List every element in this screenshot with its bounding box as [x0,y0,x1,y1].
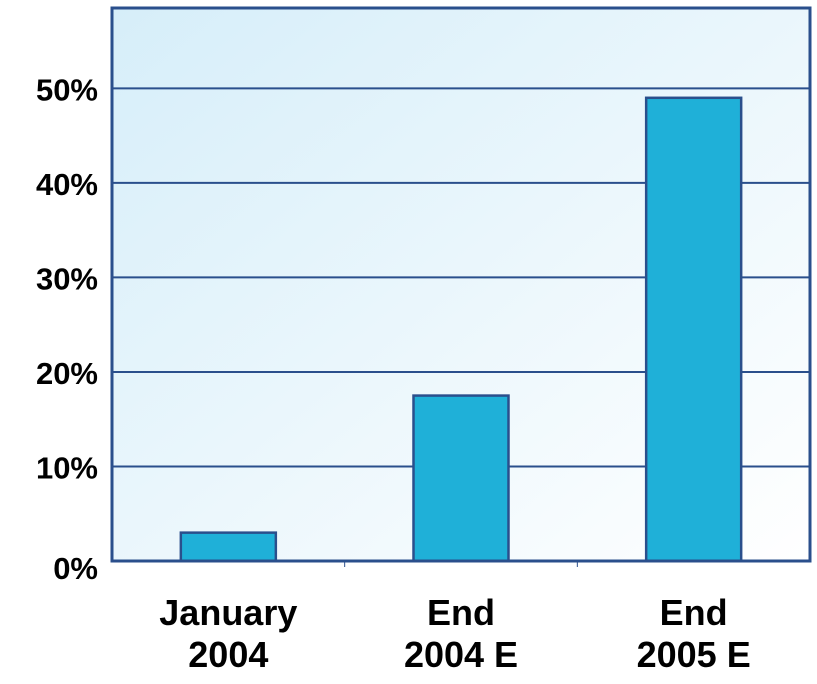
y-tick-label-3: 30% [36,261,98,296]
x-tick-label-1-line-1: 2004 E [404,634,518,675]
y-tick-label-4: 40% [36,167,98,202]
x-tick-label-1-line-0: End [427,592,495,633]
x-tick-label-0-line-1: 2004 [188,634,268,675]
y-tick-label-2: 20% [36,356,98,391]
bars [179,96,743,563]
y-tick-labels: 0% 10% 20% 30% 40% 50% [36,72,98,586]
bar-0 [179,531,278,563]
x-tick-label-1: End 2004 E [404,592,518,675]
y-tick-label-1: 10% [36,450,98,485]
bar-1 [412,394,510,563]
x-tick-label-2-line-0: End [660,592,728,633]
x-tick-label-2: End 2005 E [637,592,751,675]
x-tick-label-0: January 2004 [159,592,297,675]
y-tick-label-5: 50% [36,72,98,107]
x-tick-label-2-line-1: 2005 E [637,634,751,675]
x-tick-marks [344,561,578,567]
plot-frame [110,6,812,563]
x-tick-label-0-line-0: January [159,592,297,633]
y-tick-label-0: 0% [53,551,98,586]
bar-2 [644,96,743,563]
